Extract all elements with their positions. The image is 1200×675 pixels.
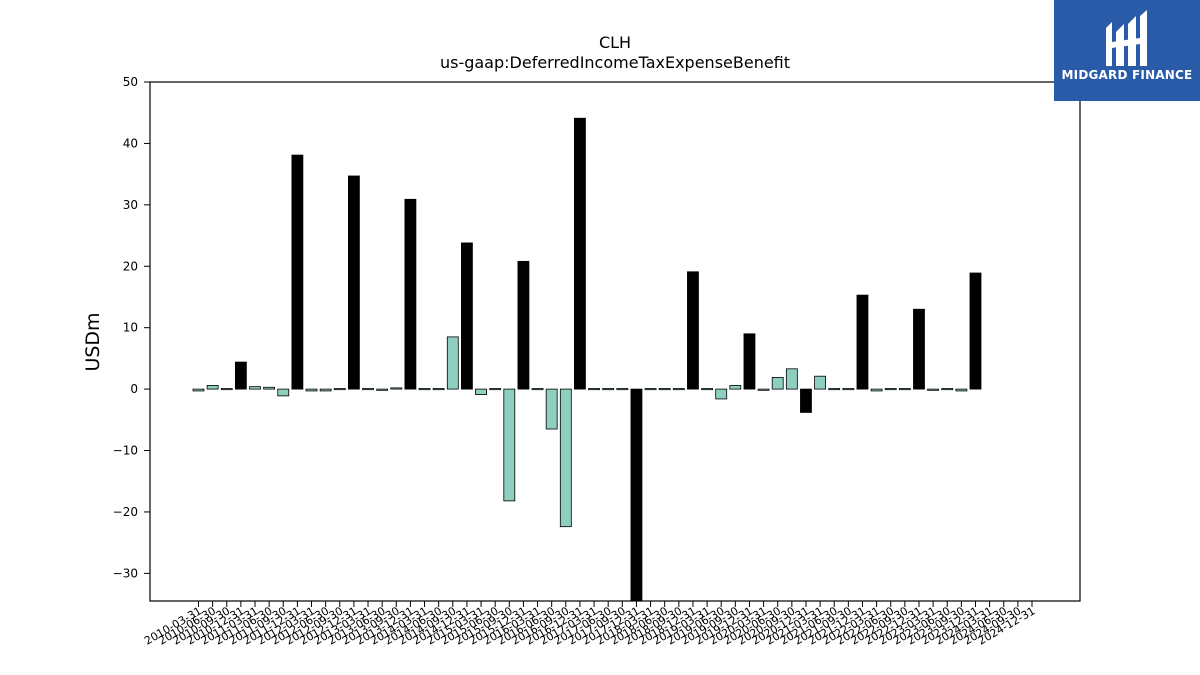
bar (404, 198, 417, 390)
bar (729, 385, 742, 390)
bar (531, 388, 544, 391)
bar (701, 388, 713, 391)
bar (687, 271, 699, 390)
y-tick-label: 10 (123, 321, 138, 335)
plot-area: 50403020100−10−20−302010-03-312010-06-30… (113, 75, 1038, 648)
y-tick-label: 40 (123, 136, 138, 150)
bar (842, 388, 855, 391)
bar (672, 388, 685, 391)
y-tick-label: 20 (123, 259, 138, 273)
bar (489, 388, 502, 391)
bar (263, 386, 276, 390)
bar (347, 175, 360, 390)
bar (291, 154, 304, 390)
bar (319, 388, 332, 392)
bar (771, 377, 784, 390)
chart-title: CLH (599, 33, 631, 52)
bar (333, 388, 346, 391)
bar (630, 388, 643, 602)
bar (545, 388, 558, 430)
bar (969, 272, 982, 390)
bar (376, 388, 389, 391)
bar (955, 388, 968, 392)
bar (503, 388, 516, 502)
bar (644, 388, 657, 391)
bar (517, 260, 530, 390)
bar (757, 388, 770, 391)
bar (856, 294, 869, 390)
bar (828, 388, 841, 391)
chart-subtitle: us-gaap:DeferredIncomeTaxExpenseBenefit (440, 53, 790, 72)
bar (658, 388, 671, 391)
bar (616, 388, 629, 391)
bar (277, 388, 290, 397)
bar (898, 388, 911, 391)
logo-text: MIDGARD FINANCE (1061, 68, 1193, 82)
bar (206, 385, 219, 390)
y-tick-label: 50 (123, 75, 138, 89)
midgard-logo-icon (1106, 10, 1147, 66)
bar (913, 308, 925, 390)
bar (305, 388, 318, 392)
bar (884, 388, 897, 391)
bar (475, 388, 487, 396)
bar (870, 388, 883, 392)
bar (446, 336, 459, 390)
bar (715, 388, 728, 400)
bar (743, 333, 756, 390)
bar (574, 117, 586, 390)
bar (814, 375, 826, 390)
y-axis-label: USDm (82, 312, 104, 371)
y-tick-label: −30 (113, 566, 138, 580)
bar (362, 388, 374, 391)
y-tick-label: 0 (130, 382, 138, 396)
bar (800, 388, 812, 413)
bar (249, 386, 261, 390)
bar (559, 388, 572, 528)
bar (941, 388, 954, 391)
bar (220, 388, 233, 391)
bar (602, 388, 615, 391)
bar (192, 388, 205, 392)
bar (390, 387, 403, 390)
y-tick-label: 30 (123, 198, 138, 212)
logo: MIDGARD FINANCE (1054, 0, 1200, 101)
bar (461, 242, 473, 390)
y-tick-label: −20 (113, 505, 138, 519)
bar (432, 388, 445, 391)
bar (234, 361, 247, 390)
bar (927, 388, 940, 391)
plot-frame (149, 81, 1081, 602)
bar (418, 388, 431, 391)
bar (588, 388, 600, 391)
y-tick-label: −10 (113, 444, 138, 458)
bar (785, 368, 798, 390)
